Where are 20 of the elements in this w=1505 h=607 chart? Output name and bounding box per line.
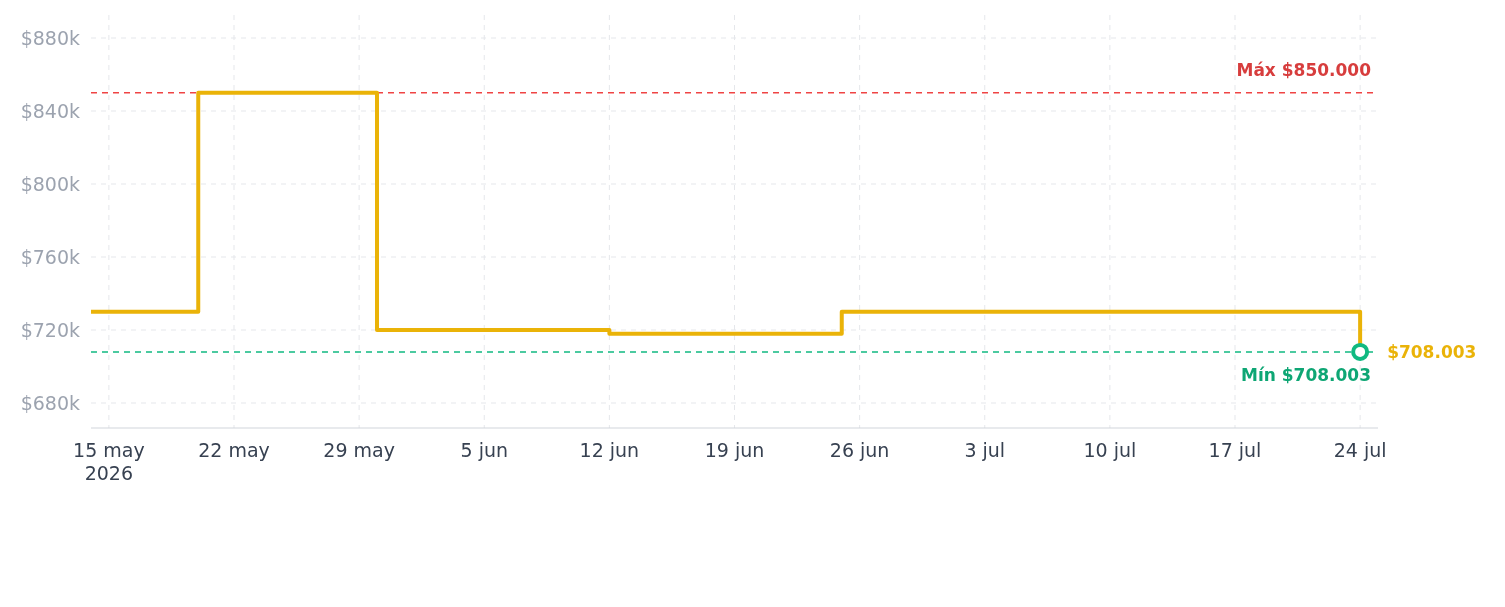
x-tick-label: 15 may 2026: [73, 439, 145, 484]
x-tick-label: 24 jul: [1333, 439, 1387, 461]
x-tick-label: 19 jun: [704, 439, 765, 461]
x-tick-label: 22 may: [198, 439, 270, 461]
ref-line-label: Mín $708.003: [1240, 364, 1371, 385]
x-tick-label: 10 jul: [1083, 439, 1137, 461]
y-tick-label: $720k: [20, 318, 80, 341]
ref-line-label: Máx $850.000: [1236, 59, 1372, 80]
y-tick-label: $840k: [20, 99, 80, 122]
x-tick-label: 12 jun: [579, 439, 640, 461]
y-tick-label: $760k: [20, 245, 80, 268]
x-tick-label: 26 jun: [829, 439, 890, 461]
annotation: $708.003: [1387, 341, 1477, 362]
y-tick-label: $880k: [20, 26, 80, 49]
y-tick-label: $680k: [20, 391, 80, 414]
x-tick-label: 17 jul: [1208, 439, 1262, 461]
x-tick-label: 5 jun: [460, 439, 508, 461]
x-tick-label: 29 may: [323, 439, 395, 461]
y-tick-label: $800k: [20, 172, 80, 195]
x-tick-label: 3 jul: [964, 439, 1006, 461]
